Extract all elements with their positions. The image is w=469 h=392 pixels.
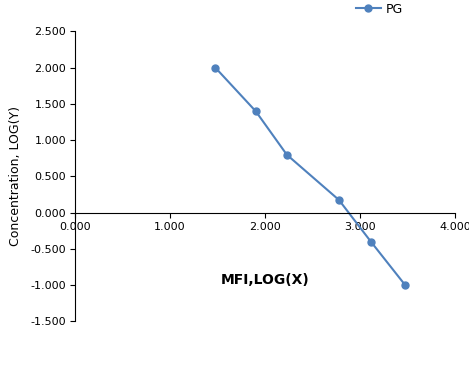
Y-axis label: Concentration, LOG(Y): Concentration, LOG(Y) [9, 106, 22, 247]
PG [212, 65, 218, 70]
PG [368, 239, 374, 244]
PG [253, 109, 258, 114]
PG [284, 152, 290, 157]
PG [336, 198, 342, 202]
Legend: PG: PG [356, 3, 403, 16]
PG [402, 283, 408, 288]
X-axis label: MFI,LOG(X): MFI,LOG(X) [220, 273, 310, 287]
Line: PG: PG [212, 64, 408, 289]
